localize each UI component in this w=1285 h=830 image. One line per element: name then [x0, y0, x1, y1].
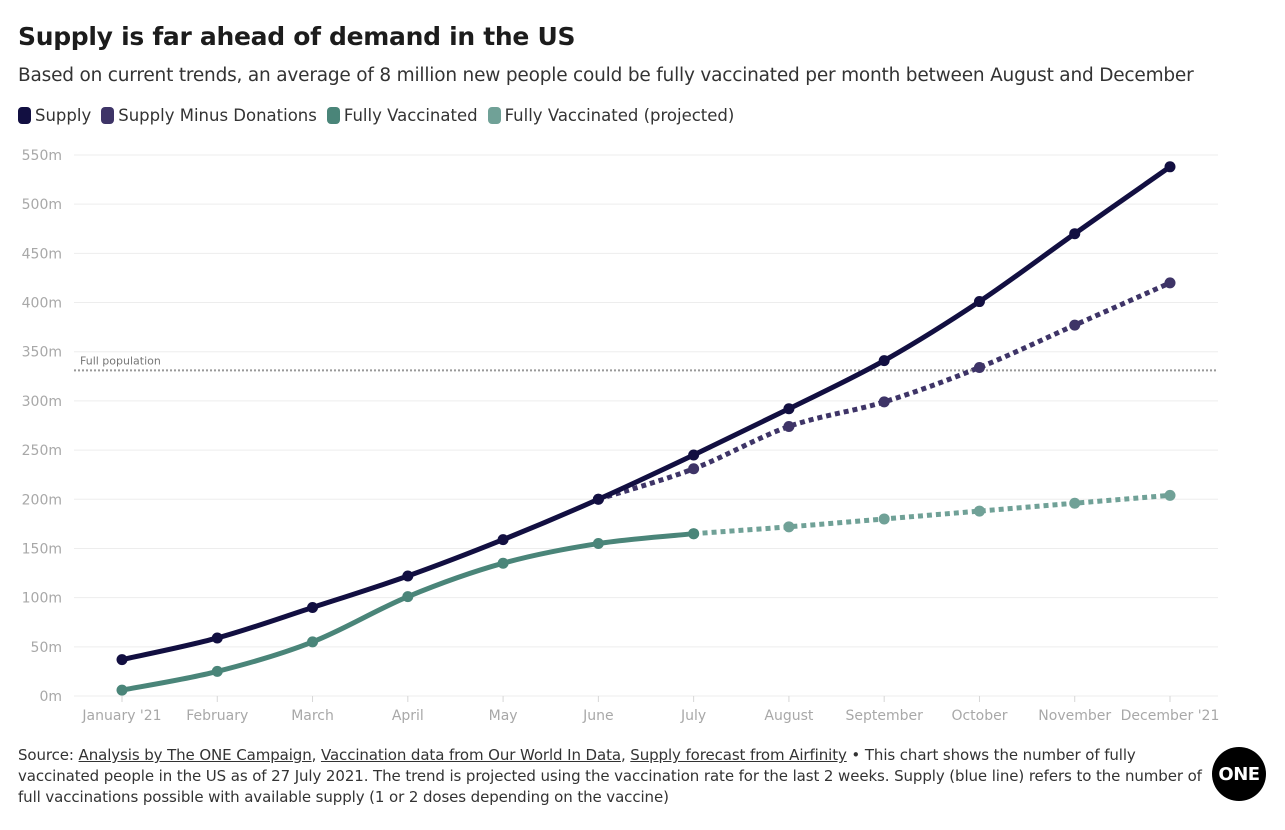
- data-point: [878, 396, 890, 408]
- data-point: [116, 654, 128, 666]
- one-logo[interactable]: ONE: [1212, 747, 1266, 801]
- x-tick-label: March: [291, 708, 334, 724]
- y-tick-label: 450m: [22, 246, 62, 262]
- data-point: [1164, 277, 1176, 289]
- x-tick-label: January '21: [81, 708, 161, 724]
- legend-item-fully-vaccinated[interactable]: Fully Vaccinated: [326, 106, 478, 125]
- grid-lines: [74, 154, 1218, 697]
- source-sep: ,: [620, 746, 631, 764]
- legend-item-supply[interactable]: Supply: [18, 106, 91, 125]
- data-point: [1164, 161, 1176, 173]
- data-point: [592, 538, 604, 550]
- data-point: [402, 591, 414, 603]
- y-tick-label: 300m: [22, 394, 62, 410]
- data-point: [783, 403, 795, 415]
- y-tick-label: 400m: [22, 296, 62, 312]
- data-point: [211, 632, 223, 644]
- x-tick-label: February: [186, 708, 248, 724]
- data-point: [973, 361, 985, 373]
- data-point: [497, 557, 509, 569]
- y-tick-label: 200m: [22, 492, 62, 508]
- data-point: [973, 505, 985, 517]
- legend-item-supply-minus-donations[interactable]: Supply Minus Donations: [101, 106, 317, 125]
- legend-swatch: [101, 107, 115, 124]
- y-tick-label: 250m: [22, 443, 62, 459]
- series-line: [119, 531, 697, 693]
- data-point: [1069, 319, 1081, 331]
- chart-subtitle: Based on current trends, an average of 8…: [18, 65, 1194, 86]
- data-point: [307, 636, 319, 648]
- source-sep: ,: [311, 746, 321, 764]
- source-prefix: Source:: [18, 746, 79, 764]
- y-tick-label: 550m: [22, 148, 62, 164]
- series-line: [693, 492, 1171, 537]
- legend-item-fully-vaccinated-projected[interactable]: Fully Vaccinated (projected): [487, 106, 735, 125]
- x-tick-label: October: [951, 708, 1007, 724]
- y-tick-label: 150m: [22, 541, 62, 557]
- x-tick-label: September: [845, 708, 923, 724]
- reference-line-group: Full population: [74, 354, 1218, 372]
- data-point: [783, 521, 795, 533]
- data-point: [307, 601, 319, 613]
- data-point: [211, 665, 223, 677]
- x-tick-label: July: [680, 708, 706, 724]
- source-link-owid[interactable]: Vaccination data from Our World In Data: [320, 746, 621, 764]
- x-tick-label: June: [582, 708, 614, 724]
- y-tick-label: 100m: [22, 591, 62, 607]
- data-point: [1069, 228, 1081, 240]
- data-point: [497, 534, 509, 546]
- series-fully-vaccinated: [116, 528, 700, 696]
- source-note: Source: Analysis by The ONE Campaign, Va…: [18, 745, 1203, 808]
- legend-swatch: [487, 107, 501, 124]
- data-point: [688, 463, 700, 475]
- chart-title: Supply is far ahead of demand in the US: [18, 22, 576, 51]
- legend-label: Fully Vaccinated (projected): [504, 106, 735, 125]
- series-line: [119, 164, 1173, 663]
- data-point: [688, 449, 700, 461]
- x-tick-label: April: [392, 708, 424, 724]
- series-supply: [116, 161, 1176, 666]
- x-tick-label: August: [764, 708, 814, 724]
- y-tick-label: 500m: [22, 197, 62, 213]
- series-group: [116, 161, 1176, 696]
- source-link-airfinity[interactable]: Supply forecast from Airfinity: [630, 746, 847, 764]
- x-axis: January '21 February March April May June July…: [81, 696, 1219, 724]
- data-point: [973, 296, 985, 308]
- y-tick-label: 350m: [22, 345, 62, 361]
- series-fully-vaccinated-projected: [688, 489, 1176, 540]
- source-note-text: • This chart shows the number of fully v…: [18, 746, 1202, 806]
- x-tick-label: December '21: [1121, 708, 1220, 724]
- data-point: [783, 420, 795, 432]
- source-link-one-campaign[interactable]: Analysis by The ONE Campaign: [78, 746, 312, 764]
- legend-swatch: [326, 107, 340, 124]
- data-point: [1164, 489, 1176, 501]
- legend-label: Supply Minus Donations: [118, 106, 317, 125]
- reference-line-label: Full population: [80, 354, 161, 367]
- legend-swatch: [18, 107, 31, 124]
- data-point: [116, 684, 128, 696]
- data-point: [878, 355, 890, 367]
- series-supply-minus-donations: [592, 277, 1176, 505]
- data-point: [688, 528, 700, 540]
- legend-label: Fully Vaccinated: [343, 106, 478, 125]
- data-point: [402, 570, 414, 582]
- data-point: [878, 513, 890, 525]
- x-tick-label: November: [1038, 708, 1111, 724]
- line-chart: 0m 50m 100m 150m 200m 250m 300m 350m 400m 450m 500…: [22, 148, 1220, 724]
- series-line: [597, 280, 1172, 502]
- x-tick-label: May: [489, 708, 518, 724]
- data-point: [1069, 497, 1081, 509]
- y-tick-label: 0m: [39, 689, 62, 705]
- y-axis: 0m 50m 100m 150m 200m 250m 300m 350m 400m 450m 500…: [22, 148, 62, 705]
- y-tick-label: 50m: [31, 640, 62, 656]
- legend: Supply Supply Minus Donations Fully Vacc…: [18, 106, 734, 125]
- legend-label: Supply: [35, 106, 92, 125]
- data-point: [592, 493, 604, 505]
